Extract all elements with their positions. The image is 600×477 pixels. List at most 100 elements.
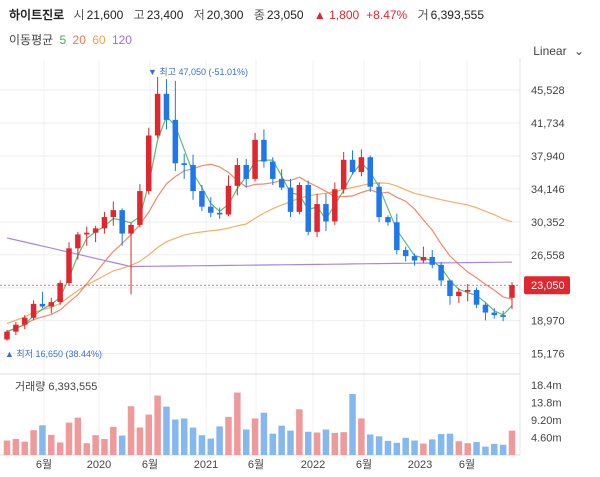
volume-label: 거 [417,8,429,22]
volume-bar [101,439,108,455]
candle-body [48,302,55,307]
volume-bar [296,409,303,455]
candle-body [216,212,223,215]
volume-bar [110,426,117,455]
volume-bar [499,444,507,455]
volume-bar [56,442,64,455]
candle-body [305,184,311,232]
volume-bar [83,443,90,455]
volume-bar [30,430,37,455]
current-price-label: 23,050 [531,280,565,292]
x-tick-label: 2023 [408,459,432,471]
x-tick-label: 6월 [36,458,52,471]
volume-bar [260,412,268,455]
candle-body [57,283,63,303]
volume-bar [384,440,392,455]
volume-bar [366,434,374,455]
volume-bar [313,432,321,455]
ma-60-label: 60 [92,33,106,47]
candle-body [340,159,347,190]
volume-bar [455,441,463,455]
ma-60-line [6,182,513,324]
close-label: 종 [253,8,265,22]
price-change-pct: +8.47% [366,8,408,22]
candle-body [181,163,187,166]
volume-bar [12,439,20,455]
candle-body [509,285,515,298]
y-tick-label: 45,528 [531,85,565,97]
moving-average-legend[interactable]: 이동평균 5 20 60 120 [9,31,135,48]
open-label: 시 [73,8,85,22]
candle-body [208,206,214,213]
volume-bar [163,406,170,455]
y-tick-label: 26,558 [531,250,565,262]
candle-body [92,228,99,233]
ma-120-line [6,237,513,268]
volume-bar [375,436,383,455]
ma-5-line [6,115,513,333]
stock-name: 하이트진로 [9,8,65,22]
volume-bar [429,439,436,455]
low-label: 저 [193,8,205,22]
candle-body [66,248,72,284]
candle-body [332,189,338,222]
volume-bar [287,430,294,455]
candle-body [119,210,125,234]
candle-body [473,289,480,305]
candle-body [13,324,19,332]
candle-body [411,256,418,261]
volume-bar [437,434,445,455]
volume-bar [331,432,339,455]
volume-value: 6,393,555 [430,8,484,22]
stock-header: 하이트진로 시 21,600 고 23,400 저 20,300 종 23,050 ▲ … [9,6,491,23]
candle-body [252,139,258,179]
all-time-high-label: ▼ 최고 47,050 (-51.01%) [148,67,248,77]
volume-bar [322,429,330,455]
candle-body [314,204,320,232]
candle-body [385,217,391,223]
y-tick-label: 18,970 [531,316,565,328]
volume-bar [136,427,144,455]
ma-20-line [6,163,513,333]
high-price: 23,400 [146,8,184,22]
candle-body [394,222,400,251]
volume-bar [92,435,99,455]
volume-bar [304,431,312,455]
volume-bar [154,395,161,455]
candle-body [137,191,143,225]
candle-body [296,184,303,212]
candle-body [402,250,409,257]
volume-bar [216,426,223,455]
candle-body [30,303,37,318]
all-time-low-label: ▲ 최저 16,650 (38.44%) [5,349,102,359]
volume-bar [118,435,126,455]
candle-body [287,187,294,212]
volume-bar [251,418,259,455]
high-label: 고 [133,8,145,22]
candle-body [172,119,179,164]
ma-legend-label: 이동평균 [9,33,54,47]
x-tick-label: 6월 [459,458,475,471]
scale-selector[interactable]: Linear ⌄ [533,44,584,58]
x-tick-label: 6월 [248,458,264,471]
volume-bar [340,432,347,455]
volume-bar [172,419,179,455]
price-change: ▲ 1,800 [313,8,360,22]
volume-tick-label: 18.4m [531,380,562,392]
y-tick-label: 30,352 [531,217,565,229]
volume-bar [189,427,197,455]
x-tick-label: 2020 [87,459,111,471]
volume-title: 거래량 6,393,555 [15,380,97,393]
x-tick-label: 6월 [356,458,372,471]
candle-body [376,186,382,218]
candle-body [243,165,249,179]
volume-bar [65,422,73,455]
x-tick-label: 2021 [194,459,218,471]
volume-bar [74,417,82,455]
volume-bar [482,446,489,455]
volume-bar [207,438,215,455]
y-tick-label: 15,176 [531,349,565,361]
volume-bar [278,425,285,455]
candle-body [491,312,498,316]
